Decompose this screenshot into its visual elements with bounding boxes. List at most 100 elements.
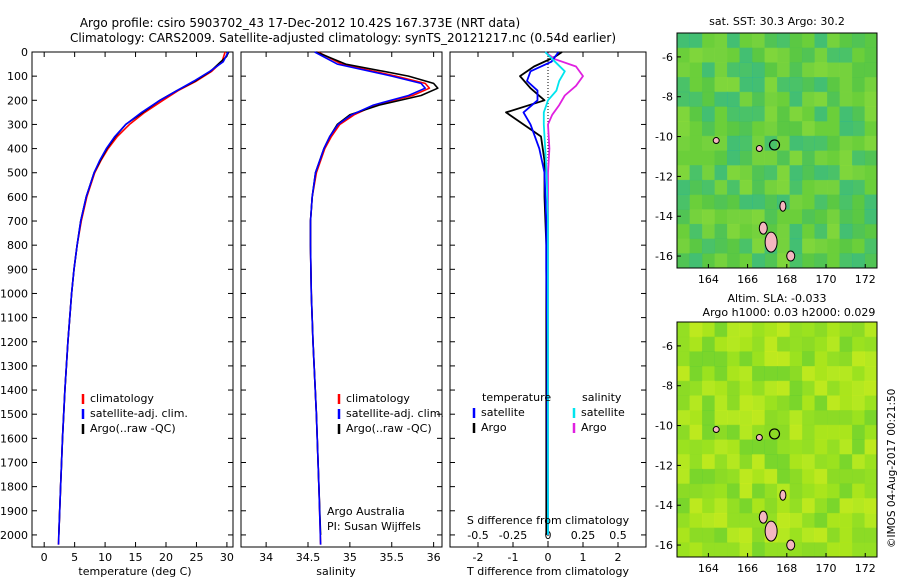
sla-map-field-cell (764, 498, 778, 514)
sst-map-field-cell (802, 179, 815, 196)
difference-legend-t-satellite-label: satellite (481, 406, 525, 419)
sst-map-field-cell (839, 165, 853, 181)
sst-map-xtick-label: 164 (698, 273, 719, 286)
sst-map-field-cell (852, 223, 865, 240)
sla-map-ytick-label: -8 (662, 380, 673, 393)
temperature-ytick-label: 0 (21, 46, 28, 59)
sst-map-field-cell (689, 194, 703, 210)
sst-map-field-cell (852, 253, 865, 269)
sst-map-field-cell (802, 77, 815, 93)
sla-map-field-cell (677, 424, 690, 440)
sst-map-island (764, 231, 778, 253)
sla-map-field-cell (677, 395, 690, 411)
sla-map-field-cell (727, 439, 740, 455)
sst-map-ytick-label: -10 (655, 131, 673, 144)
sla-map-field-cell (727, 322, 740, 338)
sst-map-field-cell (739, 150, 753, 166)
sst-map-field-cell (789, 106, 803, 122)
sst-map-field-cell (714, 33, 728, 49)
sla-map-field-cell (814, 351, 828, 367)
sst-map-field-cell (702, 47, 715, 63)
sla-map-field-cell (752, 468, 765, 485)
sst-map-field-cell (764, 165, 778, 181)
sla-map-field-cell (852, 439, 865, 455)
sst-map-field-cell (677, 77, 690, 93)
sla-map-field-cell (689, 366, 703, 382)
sst-map-field-cell (764, 33, 778, 49)
sla-map-field-cell (802, 424, 815, 440)
sla-map-field-cell (827, 424, 840, 440)
sst-map-field-cell (839, 253, 853, 269)
sst-map-field-cell (814, 62, 828, 78)
sst-map-xtick-label: 166 (737, 273, 758, 286)
sst-map-field-cell (714, 223, 728, 240)
sst-map-field-cell (802, 150, 815, 166)
sst-map-field-cell (852, 106, 865, 122)
sla-map-frame (676, 321, 878, 558)
sst-map-field-cell (689, 179, 703, 196)
sst-map-field-cell (752, 179, 765, 196)
sst-map-field-cell (739, 165, 753, 181)
sla-map-field-cell (739, 322, 753, 338)
sst-map-field-cell (764, 179, 778, 196)
temperature-xtick-label: 15 (129, 551, 143, 564)
sst-map-field-cell (702, 209, 715, 225)
sla-map-field-cell (814, 336, 828, 352)
temperature-ytick-label: 700 (7, 215, 28, 228)
sla-map-field-cell (864, 454, 878, 470)
sst-map-field-cell (739, 91, 753, 107)
sst-map-field-cell (814, 91, 828, 107)
sst-map-field-cell (814, 194, 828, 210)
salinity-xtick-label: 35 (343, 551, 357, 564)
sst-map-field-cell (689, 209, 703, 225)
sst-map-field-cell (789, 62, 803, 78)
temperature-ytick-label: 800 (7, 239, 28, 252)
sst-map-field-cell (777, 223, 790, 240)
sla-map-island (712, 426, 720, 434)
sst-map-field-cell (727, 238, 740, 254)
sst-map-field-cell (677, 91, 690, 107)
difference-xlabel: T difference from climatology (466, 565, 629, 578)
sst-map-field-cell (839, 223, 853, 240)
sla-map-field-cell (852, 424, 865, 440)
sla-map-field-cell (764, 468, 778, 485)
sla-map-field-cell (714, 542, 728, 558)
sst-map-field-cell (789, 238, 803, 254)
difference-x2tick-label: 0 (545, 529, 552, 542)
sst-map-field-cell (739, 209, 753, 225)
sla-map-field-cell (739, 424, 753, 440)
sla-map-field-cell (752, 322, 765, 338)
sst-map-field-cell (852, 165, 865, 181)
sst-map-field-cell (827, 238, 840, 254)
sla-map-field-cell (839, 439, 853, 455)
temperature-ytick-label: 900 (7, 263, 28, 276)
sst-map-field-cell (864, 253, 878, 269)
sst-map-field-cell (752, 150, 765, 166)
sla-map-field-cell (727, 410, 740, 426)
sst-map-field-cell (827, 253, 840, 269)
sla-map-field-cell (827, 512, 840, 529)
sst-map-field-cell (677, 194, 690, 210)
sla-map-field-cell (677, 336, 690, 352)
sla-map-ytick-label: -16 (655, 539, 673, 552)
temperature-legend-2-label: Argo(..raw -QC) (90, 422, 176, 435)
sst-map-field-cell (764, 47, 778, 63)
sla-map-field-cell (739, 498, 753, 514)
sst-map-field-cell (702, 150, 715, 166)
sst-map-field-cell (752, 194, 765, 210)
sst-map-field-cell (677, 150, 690, 166)
sst-map-field-cell (689, 223, 703, 240)
temperature-plot-frame (31, 51, 234, 548)
sst-map-xtick-label: 170 (816, 273, 837, 286)
sla-map-field-cell (789, 424, 803, 440)
sst-map-field-cell (852, 179, 865, 196)
temperature-ytick-label: 1400 (0, 384, 28, 397)
sst-map-field-cell (689, 150, 703, 166)
sst-map-field-cell (739, 194, 753, 210)
difference-legend-s-argo-label: Argo (581, 421, 607, 434)
figure-title-line1: Argo profile: csiro 5903702_43 17-Dec-20… (80, 16, 520, 30)
sla-map-field-cell (677, 380, 690, 396)
sla-map-field-cell (727, 366, 740, 382)
sla-map-field-cell (739, 336, 753, 352)
sst-map-field-cell (777, 106, 790, 122)
